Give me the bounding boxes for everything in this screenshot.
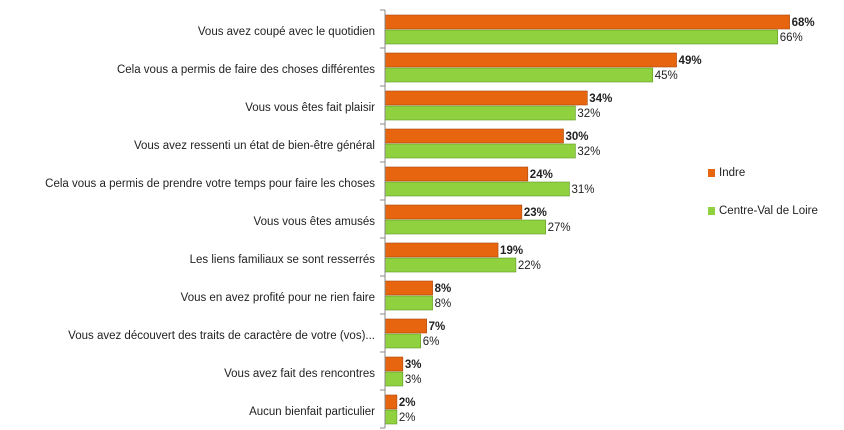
bar <box>384 128 564 144</box>
bar <box>384 204 523 220</box>
value-label: 32% <box>577 108 600 120</box>
value-label: 24% <box>530 169 553 181</box>
bar <box>384 52 677 68</box>
value-label: 23% <box>524 207 547 219</box>
value-label: 3% <box>405 359 422 371</box>
bar <box>384 318 427 334</box>
category-label: Vous en avez profité pour ne rien faire <box>181 292 375 304</box>
bar <box>384 394 398 410</box>
value-label: 22% <box>518 260 541 272</box>
bar <box>384 143 576 159</box>
category-label: Cela vous a permis de faire des choses d… <box>117 64 375 76</box>
value-label: 27% <box>548 222 571 234</box>
value-label: 49% <box>679 55 702 67</box>
bar <box>384 242 499 258</box>
bar <box>384 280 433 296</box>
value-label: 30% <box>566 131 589 143</box>
value-label: 32% <box>577 146 600 158</box>
bar <box>384 67 654 83</box>
bar <box>384 257 517 273</box>
bar <box>384 14 790 30</box>
value-label: 45% <box>655 70 678 82</box>
category-label: Vous vous êtes fait plaisir <box>245 102 375 114</box>
bar <box>384 90 588 106</box>
bar <box>384 29 779 45</box>
value-label: 31% <box>571 184 594 196</box>
bar <box>384 333 422 349</box>
category-label: Vous avez ressenti un état de bien-être … <box>134 140 375 152</box>
category-label: Cela vous a permis de prendre votre temp… <box>45 178 375 190</box>
value-label: 66% <box>780 32 803 44</box>
category-label: Les liens familiaux se sont resserrés <box>190 254 376 266</box>
value-label: 2% <box>399 397 416 409</box>
value-label: 19% <box>500 245 523 257</box>
category-label: Vous avez coupé avec le quotidien <box>198 26 375 38</box>
category-label: Vous avez fait des rencontres <box>224 368 375 380</box>
value-label: 6% <box>423 336 440 348</box>
bar <box>384 356 404 372</box>
bar <box>384 371 404 387</box>
legend-swatch <box>708 207 715 215</box>
value-label: 34% <box>589 93 612 105</box>
bar <box>384 166 529 182</box>
value-label: 7% <box>429 321 446 333</box>
bar <box>384 219 546 235</box>
bar <box>384 409 398 425</box>
legend-label: Indre <box>719 167 745 179</box>
category-label: Aucun bienfait particulier <box>249 406 375 418</box>
value-label: 8% <box>435 283 452 295</box>
value-label: 2% <box>399 412 416 424</box>
value-label: 68% <box>792 17 815 29</box>
legend-label: Centre-Val de Loire <box>719 205 818 217</box>
category-label: Vous avez découvert des traits de caract… <box>68 330 375 342</box>
bar <box>384 105 576 121</box>
legend-swatch <box>708 169 715 177</box>
bar <box>384 295 433 311</box>
value-label: 3% <box>405 374 422 386</box>
value-label: 8% <box>435 298 452 310</box>
bar <box>384 181 570 197</box>
category-label: Vous vous êtes amusés <box>254 216 376 228</box>
